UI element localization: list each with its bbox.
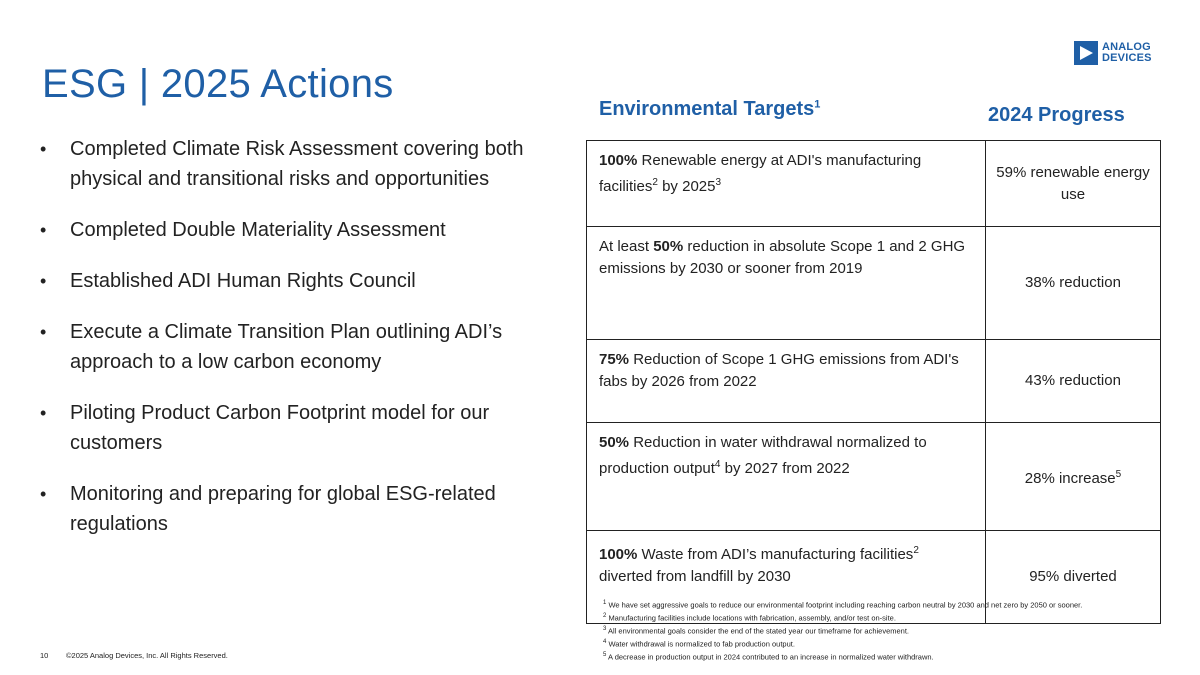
footnote-ref: 2 — [652, 177, 658, 188]
footnote: 3 All environmental goals consider the e… — [603, 626, 910, 636]
footnote: 1 We have set aggressive goals to reduce… — [603, 600, 1083, 610]
table-row: At least 50% reduction in absolute Scope… — [586, 226, 1161, 340]
footnote-ref: 2 — [913, 545, 919, 556]
list-item: • Completed Double Materiality Assessment — [40, 215, 580, 245]
list-item-text: Monitoring and preparing for global ESG-… — [70, 483, 496, 535]
target-value: 100% — [599, 152, 638, 169]
target-cell: 50% Reduction in water withdrawal normal… — [586, 422, 986, 531]
progress-cell: 95% diverted — [985, 530, 1161, 624]
analog-devices-logo: ANALOG DEVICES — [1074, 39, 1164, 67]
list-item-text: Execute a Climate Transition Plan outlin… — [70, 321, 503, 373]
footnote-ref: 3 — [715, 177, 722, 188]
footnote: 4 Water withdrawal is normalized to fab … — [603, 639, 795, 649]
table-row: 100% Waste from ADI’s manufacturing faci… — [586, 530, 1161, 624]
target-value: 50% — [653, 238, 684, 255]
list-item-text: Established ADI Human Rights Council — [70, 270, 416, 292]
list-item: • Piloting Product Carbon Footprint model… — [40, 398, 580, 458]
target-value: 100% — [599, 546, 638, 563]
list-item-text: Completed Double Materiality Assessment — [70, 219, 446, 241]
target-value: 75% — [599, 351, 630, 368]
progress-cell: 59% renewable energy use — [985, 140, 1161, 227]
table-row: 100% Renewable energy at ADI's manufactu… — [586, 140, 1161, 227]
environmental-targets-heading: Environmental Targets1 — [599, 98, 821, 120]
target-cell: 100% Waste from ADI’s manufacturing faci… — [586, 530, 986, 624]
progress-heading: 2024 Progress — [988, 104, 1125, 126]
actions-list: • Completed Climate Risk Assessment cover… — [40, 134, 580, 560]
bullet-icon: • — [40, 271, 47, 291]
progress-cell: 28% increase5 — [985, 422, 1161, 531]
table-row: 50% Reduction in water withdrawal normal… — [586, 422, 1161, 531]
list-item: • Completed Climate Risk Assessment cover… — [40, 134, 580, 194]
footnote-ref: 5 — [1115, 468, 1122, 480]
progress-cell: 38% reduction — [985, 226, 1161, 340]
logo-line-1: ANALOG — [1102, 41, 1151, 53]
list-item-text: Piloting Product Carbon Footprint model … — [70, 402, 490, 454]
list-item: • Monitoring and preparing for global ESG… — [40, 479, 580, 539]
bullet-icon: • — [40, 322, 47, 342]
bullet-icon: • — [40, 403, 47, 423]
logo-wordmark: ANALOG DEVICES — [1102, 42, 1152, 64]
footnote-ref: 1 — [814, 98, 821, 111]
bullet-icon: • — [40, 139, 47, 159]
page-number: 10 — [40, 651, 49, 660]
logo-triangle-icon — [1074, 41, 1098, 65]
list-item: • Established ADI Human Rights Council — [40, 266, 580, 296]
target-cell: 100% Renewable energy at ADI's manufactu… — [586, 140, 986, 227]
target-cell: 75% Reduction of Scope 1 GHG emissions f… — [586, 339, 986, 423]
footnote: 2 Manufacturing facilities include locat… — [603, 613, 896, 623]
copyright-notice: ©2025 Analog Devices, Inc. All Rights Re… — [66, 651, 228, 660]
footnote-ref: 4 — [714, 459, 721, 470]
logo-line-2: DEVICES — [1102, 52, 1152, 64]
list-item-text: Completed Climate Risk Assessment coveri… — [70, 138, 524, 190]
table-row: 75% Reduction of Scope 1 GHG emissions f… — [586, 339, 1161, 423]
bullet-icon: • — [40, 484, 47, 504]
list-item: • Execute a Climate Transition Plan outli… — [40, 317, 580, 377]
target-value: 50% — [599, 434, 630, 451]
page-title: ESG | 2025 Actions — [42, 62, 394, 106]
bullet-icon: • — [40, 220, 47, 240]
target-cell: At least 50% reduction in absolute Scope… — [586, 226, 986, 340]
progress-cell: 43% reduction — [985, 339, 1161, 423]
targets-table: 100% Renewable energy at ADI's manufactu… — [586, 140, 1161, 624]
footnote: 5 A decrease in production output in 202… — [603, 652, 934, 662]
footnotes: 1 We have set aggressive goals to reduce… — [603, 598, 1163, 663]
